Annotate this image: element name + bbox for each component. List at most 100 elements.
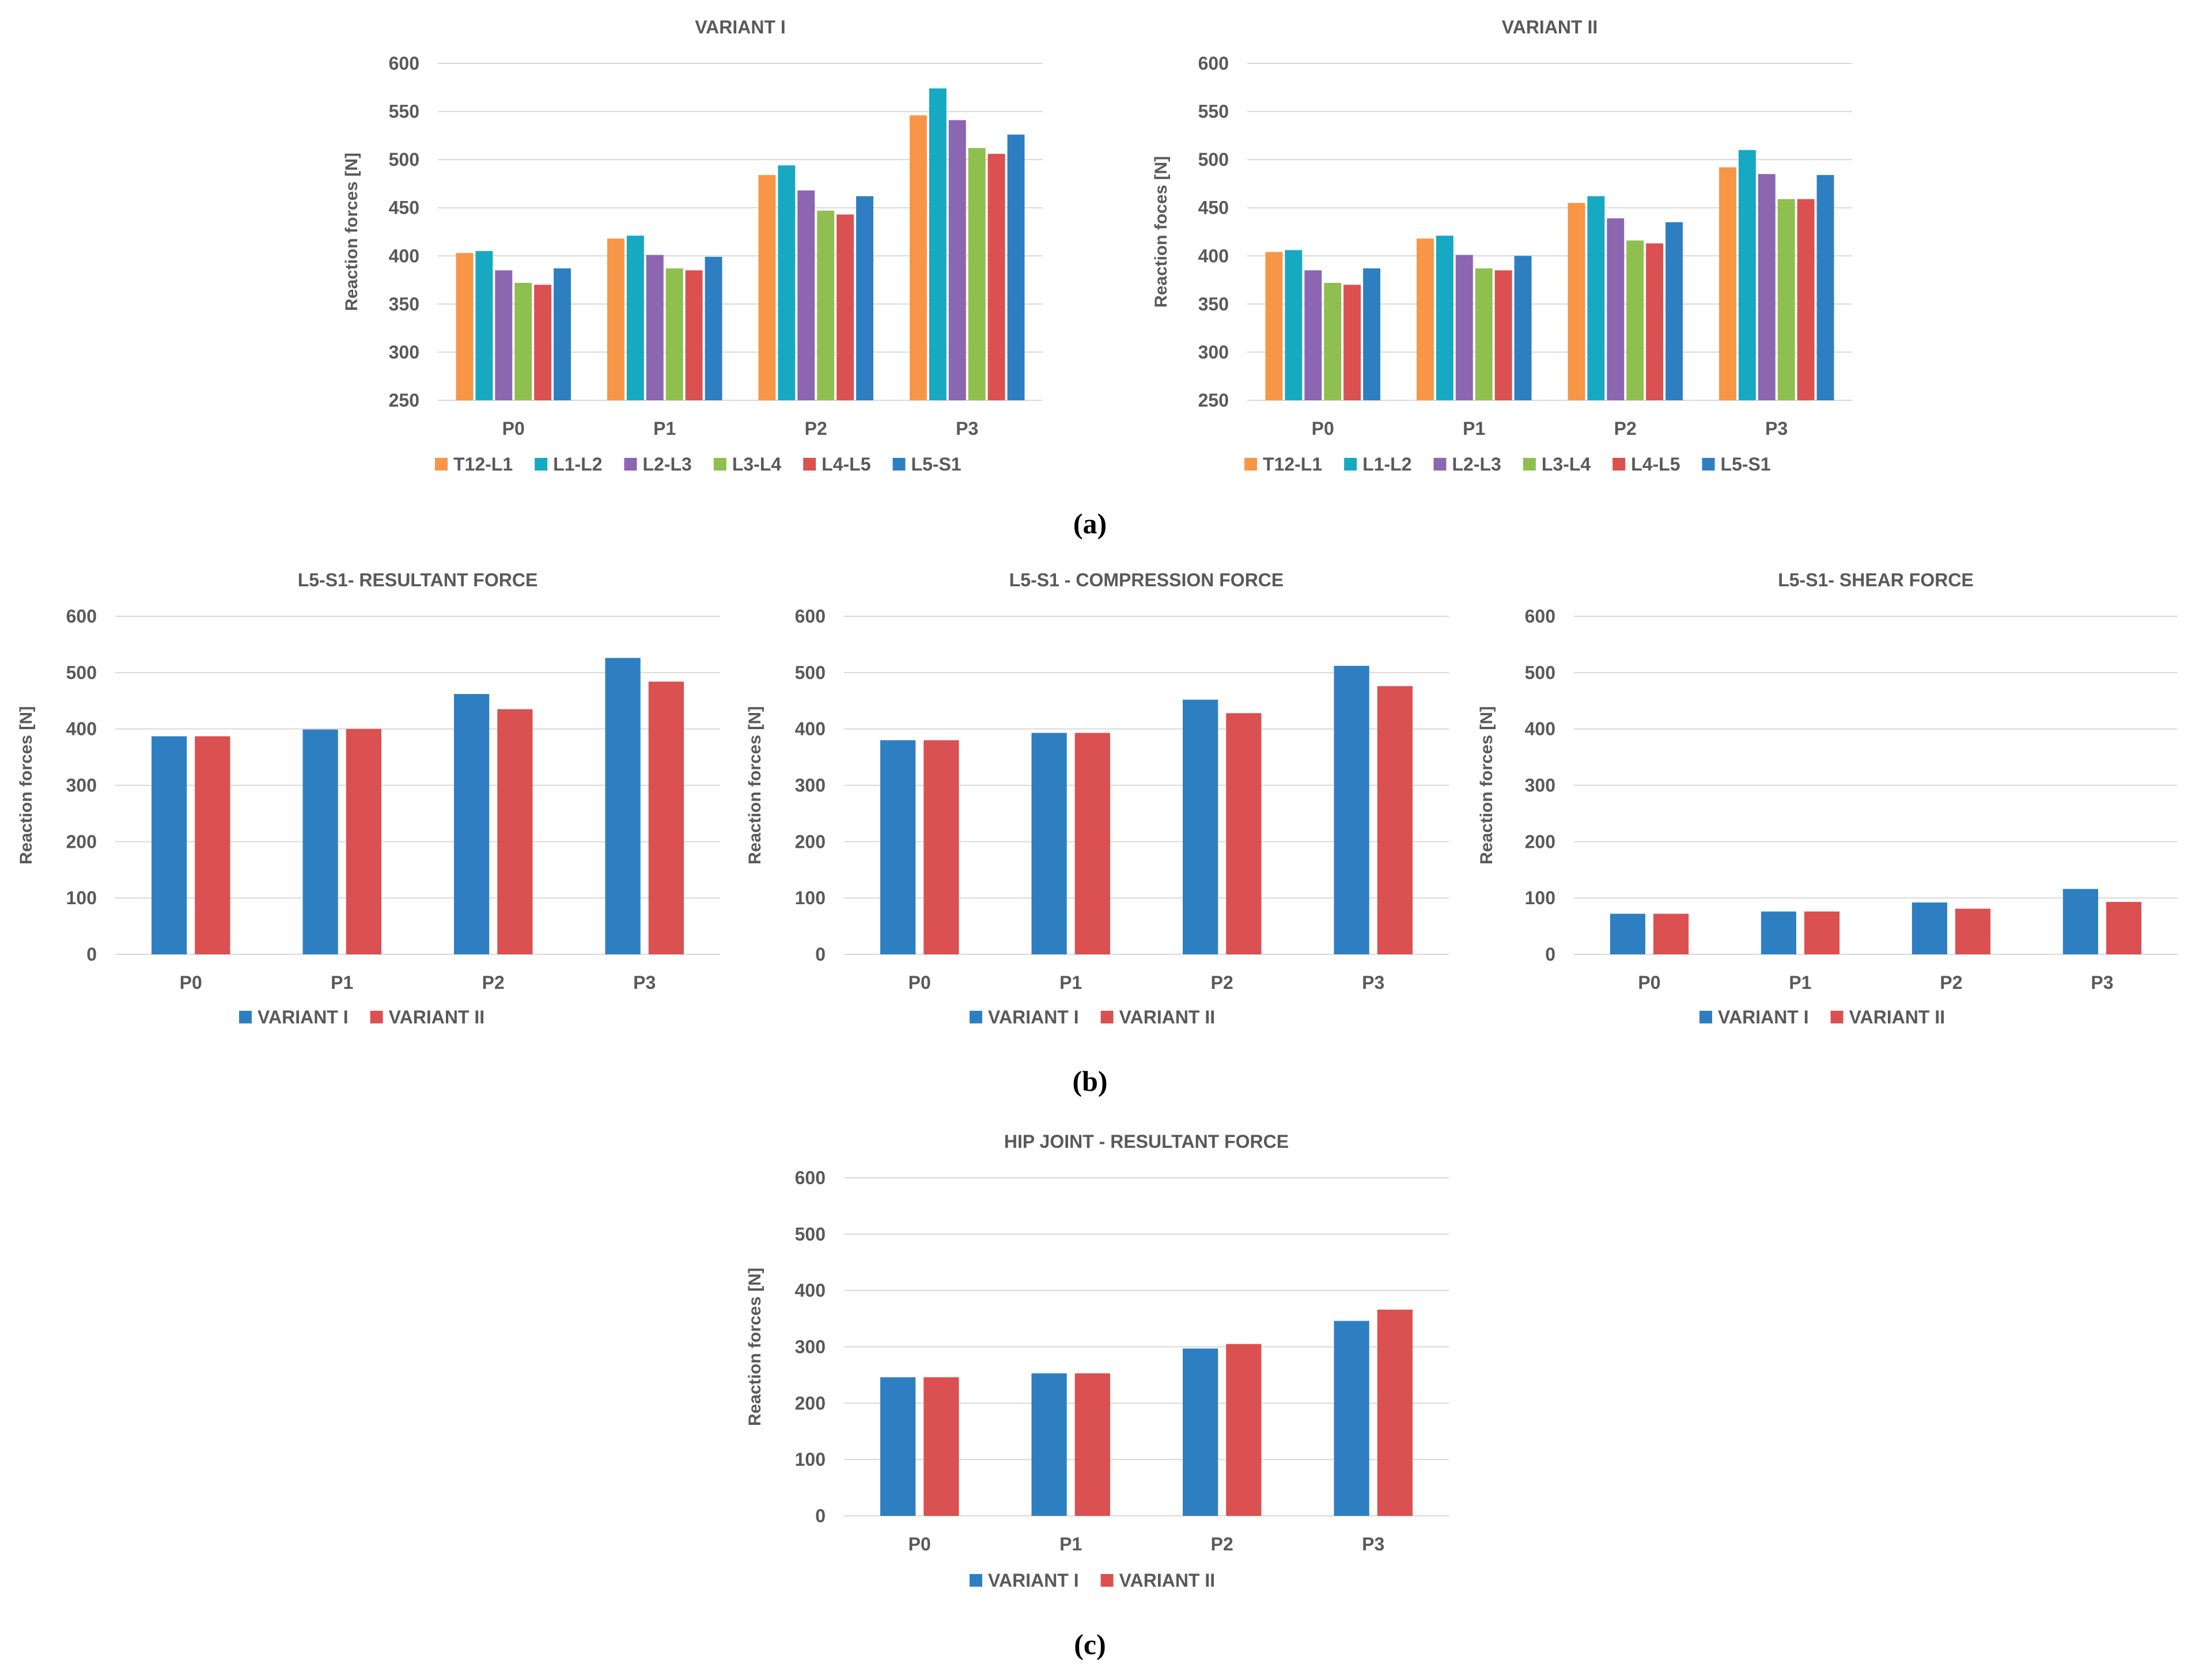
y-tick-label: 300 <box>66 775 97 796</box>
bar-l3-l4-p1 <box>1475 268 1493 400</box>
bar-l1-l2-p2 <box>1587 196 1605 400</box>
bar-l2-l3-p3 <box>1758 174 1776 400</box>
panel-label-b: (b) <box>1072 1065 1107 1097</box>
y-tick-label: 300 <box>1525 775 1555 796</box>
y-tick-label: 200 <box>795 831 826 852</box>
y-tick-label: 500 <box>66 662 97 683</box>
bar-t12-l1-p2 <box>1568 203 1585 400</box>
y-tick-label: 300 <box>1198 342 1229 362</box>
x-tick-label: P3 <box>2091 972 2113 993</box>
bar-variant-ii-p2 <box>1226 1344 1262 1516</box>
bar-variant-ii-p3 <box>2106 902 2142 954</box>
bar-t12-l1-p1 <box>607 238 624 400</box>
bar-l5-s1-p3 <box>1816 175 1834 400</box>
bar-l4-l5-p2 <box>1646 243 1664 400</box>
y-tick-label: 600 <box>1198 53 1229 74</box>
legend-swatch-l5-s1 <box>1702 458 1715 471</box>
legend-label-t12-l1: T12-L1 <box>453 454 513 475</box>
legend-label-variant-ii: VARIANT II <box>389 1007 485 1027</box>
x-tick-label: P0 <box>1312 418 1334 439</box>
y-tick-label: 100 <box>1525 888 1555 908</box>
bar-l5-s1-p0 <box>554 268 571 400</box>
bar-t12-l1-p3 <box>1719 167 1736 400</box>
bar-l4-l5-p0 <box>1343 285 1361 400</box>
bar-l1-l2-p1 <box>626 236 644 400</box>
bar-variant-i-p2 <box>1183 699 1218 954</box>
bar-l5-s1-p0 <box>1363 268 1380 400</box>
chart-l5s1-shear: L5-S1- SHEAR FORCE 0 100 200 300 400 500 600 Rea… <box>1477 570 2178 1027</box>
bar-l3-l4-p0 <box>1324 283 1342 400</box>
y-tick-label: 500 <box>389 149 419 170</box>
bar-variant-i-p1 <box>302 729 338 954</box>
bar-l1-l2-p1 <box>1436 236 1453 400</box>
bar-variant-i-p0 <box>880 740 916 954</box>
bar-t12-l1-p1 <box>1417 238 1434 400</box>
bar-variant-i-p3 <box>2062 889 2098 954</box>
legend-label-variant-i: VARIANT I <box>988 1007 1079 1027</box>
bar-l5-s1-p1 <box>705 256 722 400</box>
bar-l3-l4-p2 <box>817 210 835 400</box>
y-tick-label: 600 <box>795 1167 826 1188</box>
bar-l2-l3-p2 <box>1607 218 1625 400</box>
x-tick-label: P2 <box>1211 1534 1233 1554</box>
bar-l2-l3-p1 <box>646 255 664 400</box>
legend-label-variant-i: VARIANT I <box>258 1007 349 1027</box>
x-tick-label: P1 <box>1059 972 1082 993</box>
y-tick-label: 600 <box>389 53 419 74</box>
bar-t12-l1-p0 <box>1265 252 1283 400</box>
bar-variant-ii-p3 <box>648 681 684 954</box>
y-tick-label: 450 <box>389 198 419 218</box>
legend-label-l5-s1: L5-S1 <box>1721 454 1771 475</box>
legend-label-variant-i: VARIANT I <box>988 1570 1079 1591</box>
y-tick-label: 400 <box>389 245 419 266</box>
bar-variant-ii-p3 <box>1377 1309 1413 1516</box>
bar-l3-l4-p0 <box>514 283 532 400</box>
y-tick-label: 550 <box>389 101 419 122</box>
legend-swatch-l4-l5 <box>803 458 816 471</box>
bar-l5-s1-p3 <box>1007 134 1025 400</box>
bar-l5-s1-p2 <box>1665 222 1683 400</box>
bar-t12-l1-p2 <box>758 175 776 400</box>
chart-title: L5-S1 - COMPRESSION FORCE <box>1009 570 1284 590</box>
panel-label-c: (c) <box>1074 1628 1106 1660</box>
legend-swatch-variant-ii <box>1100 1011 1114 1023</box>
x-tick-label: P1 <box>1059 1534 1082 1554</box>
legend-label-l2-l3: L2-L3 <box>1452 454 1501 475</box>
bar-l3-l4-p2 <box>1626 240 1644 400</box>
y-tick-label: 400 <box>795 719 826 739</box>
y-tick-label: 250 <box>1198 390 1229 411</box>
x-tick-label: P2 <box>482 972 505 993</box>
y-axis-label: Reaction forces [N] <box>342 153 361 311</box>
x-tick-label: P1 <box>1789 972 1811 993</box>
x-tick-label: P0 <box>502 418 525 439</box>
legend-swatch-l2-l3 <box>624 458 637 471</box>
legend-label-l5-s1: L5-S1 <box>911 454 961 475</box>
y-tick-label: 100 <box>795 888 826 908</box>
bar-variant-i-p2 <box>1911 902 1947 954</box>
y-tick-label: 400 <box>1198 245 1229 266</box>
legend-label-l1-l2: L1-L2 <box>553 454 602 475</box>
legend-label-variant-ii: VARIANT II <box>1119 1007 1216 1027</box>
x-tick-label: P2 <box>1211 972 1233 993</box>
y-tick-label: 350 <box>1198 294 1229 314</box>
bar-l1-l2-p3 <box>1738 150 1756 400</box>
bar-l5-s1-p1 <box>1514 256 1532 400</box>
bar-l5-s1-p2 <box>856 196 873 400</box>
legend-label-variant-i: VARIANT I <box>1718 1007 1809 1027</box>
chart-title: HIP JOINT - RESULTANT FORCE <box>1004 1131 1289 1152</box>
legend-swatch-variant-i <box>970 1574 982 1587</box>
bar-variant-ii-p0 <box>923 1377 959 1516</box>
bar-l4-l5-p0 <box>534 285 552 400</box>
legend-swatch-l1-l2 <box>535 458 548 471</box>
bar-variant-i-p0 <box>152 736 187 954</box>
legend-label-l2-l3: L2-L3 <box>642 454 691 475</box>
legend-label-l3-l4: L3-L4 <box>732 454 782 475</box>
bar-variant-ii-p2 <box>1955 908 1991 954</box>
bar-l3-l4-p1 <box>665 268 683 400</box>
y-tick-label: 300 <box>795 1337 826 1357</box>
legend-swatch-l4-l5 <box>1612 458 1626 471</box>
x-tick-label: P1 <box>653 418 676 439</box>
bar-variant-ii-p1 <box>1074 733 1110 954</box>
legend-label-l4-l5: L4-L5 <box>1631 454 1680 475</box>
